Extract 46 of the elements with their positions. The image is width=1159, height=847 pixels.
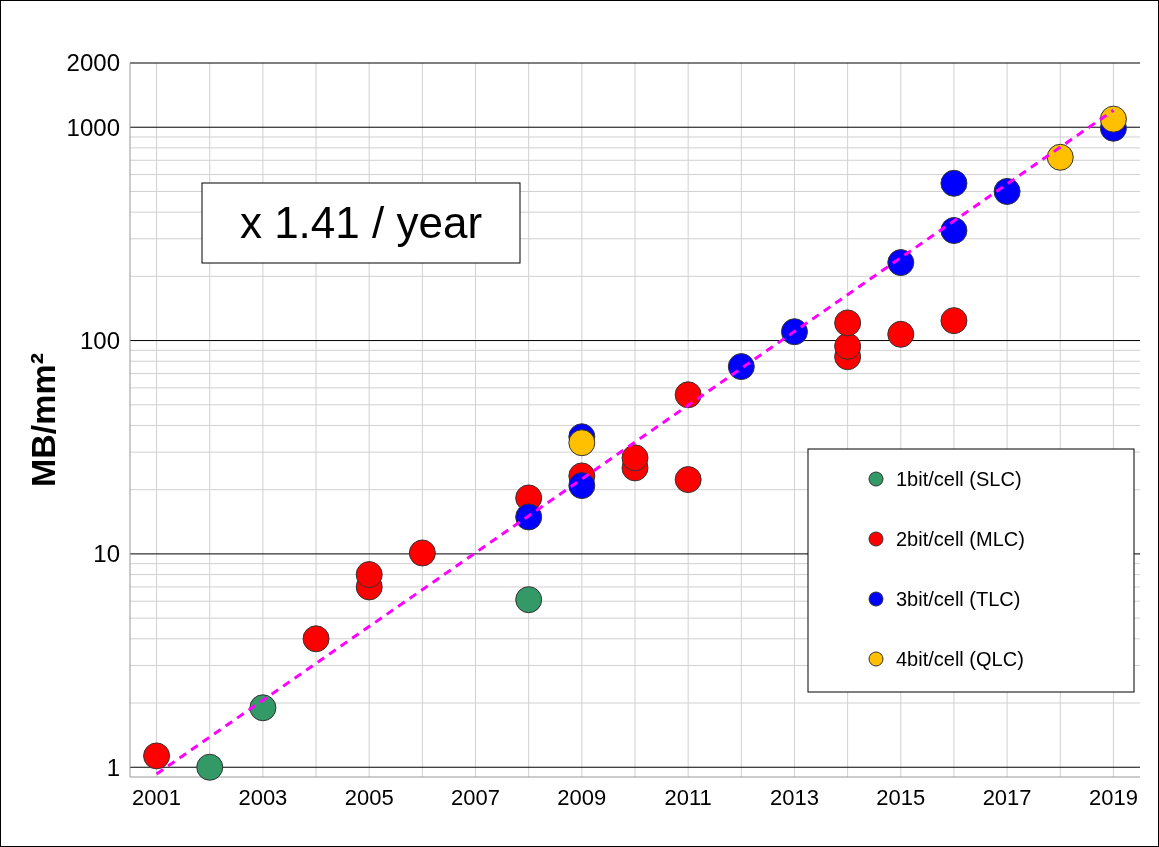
point [196, 753, 224, 781]
point [515, 503, 543, 531]
y-tick-label: 10 [93, 540, 120, 568]
point [834, 309, 862, 337]
x-tick-label: 2017 [982, 785, 1032, 810]
point [834, 332, 862, 360]
y-tick-label: 100 [79, 326, 120, 354]
point [940, 307, 968, 335]
x-tick-label: 2001 [132, 785, 182, 810]
point [727, 353, 755, 381]
legend-label: 3bit/cell (TLC) [896, 588, 1021, 610]
x-tick-label: 2007 [451, 785, 500, 810]
point [568, 429, 596, 457]
point [1046, 143, 1074, 171]
point [302, 625, 330, 653]
legend-label: 2bit/cell (MLC) [896, 528, 1025, 550]
point [674, 466, 702, 494]
point [568, 472, 596, 500]
y-tick-label: 1000 [66, 113, 120, 141]
x-tick-label: 2019 [1088, 785, 1138, 810]
y-tick-label: 2000 [66, 49, 120, 77]
point [940, 169, 968, 197]
point [1099, 105, 1127, 133]
x-tick-label: 2013 [770, 785, 819, 810]
y-tick-label: 1 [106, 753, 120, 781]
legend-label: 1bit/cell (SLC) [896, 468, 1022, 490]
point [887, 249, 915, 277]
x-tick-label: 2009 [557, 785, 607, 810]
annotation: x 1.41 / year [239, 198, 483, 248]
point [408, 539, 436, 567]
point [355, 561, 383, 589]
x-tick-label: 2015 [876, 785, 926, 810]
point [674, 381, 702, 409]
point [621, 444, 649, 472]
point [887, 320, 915, 348]
legend-label: 4bit/cell (QLC) [896, 648, 1024, 670]
point [780, 318, 808, 346]
x-tick-label: 2011 [664, 785, 712, 810]
point [515, 586, 543, 614]
x-tick-label: 2003 [238, 785, 288, 810]
point [993, 177, 1021, 205]
y-axis-title: MB/mm² [24, 352, 62, 488]
point [940, 217, 968, 244]
x-tick-label: 2005 [344, 785, 394, 810]
point [249, 694, 277, 722]
point [143, 742, 171, 770]
